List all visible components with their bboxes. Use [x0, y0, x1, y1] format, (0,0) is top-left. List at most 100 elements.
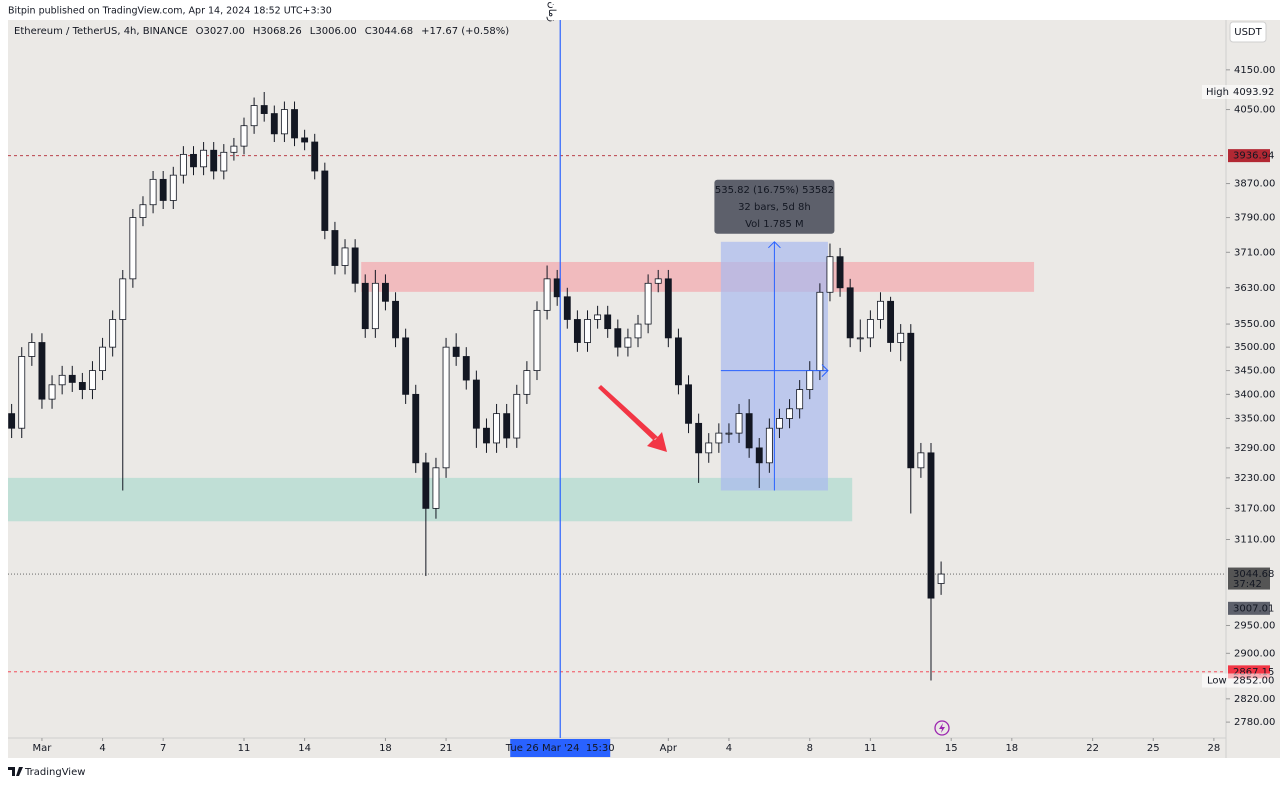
candle-body: [725, 432, 733, 435]
y-tick-label: 3710.00: [1234, 247, 1275, 258]
y-tick-label: 3110.00: [1234, 534, 1275, 545]
candle-body: [8, 413, 16, 429]
zone: [8, 477, 853, 522]
candle-body: [179, 153, 187, 176]
y-tick-label: 3290.00: [1234, 443, 1275, 454]
candle-body: [452, 346, 460, 357]
plot-area: [8, 20, 1226, 738]
candle-body: [331, 230, 339, 266]
y-tick-label: 4150.00: [1234, 65, 1275, 76]
candle-body: [99, 346, 106, 371]
candle-body: [806, 370, 814, 390]
legend: Ethereum / TetherUS, 4h, BINANCE O3027.00…: [14, 26, 509, 37]
candle-body: [695, 422, 703, 454]
candle-body: [442, 346, 450, 469]
x-tick-label: Apr: [660, 743, 678, 754]
candle-body: [856, 337, 864, 340]
candle-body: [897, 332, 905, 343]
candle-body: [291, 109, 298, 139]
time-label-bg: [510, 739, 611, 757]
candle-body: [220, 151, 228, 172]
y-tick-label: 3630.00: [1234, 283, 1275, 294]
candle-body: [573, 319, 581, 343]
y-tick-label: 2780.00: [1234, 717, 1275, 728]
candle-body: [200, 149, 208, 168]
candle-body: [614, 328, 622, 348]
candle-body: [462, 356, 470, 381]
y-tick-label: 3790.00: [1234, 213, 1275, 224]
candle-body: [280, 109, 288, 135]
candle-body: [937, 573, 945, 584]
candle-body: [836, 256, 844, 289]
candle-body: [109, 319, 117, 348]
candle-body: [685, 384, 692, 424]
candle-body: [866, 319, 874, 339]
price-label-bg: [1228, 567, 1270, 590]
y-tick-label: 2900.00: [1234, 648, 1275, 659]
low-value: 2852.00: [1233, 675, 1274, 686]
y-tick-label: 3170.00: [1234, 503, 1275, 514]
event-icon: [934, 720, 950, 736]
x-tick-label: 21: [440, 743, 453, 754]
candle-body: [563, 296, 571, 320]
candle-body: [119, 278, 127, 320]
time-label: Tue 26 Mar '24 15:30: [505, 743, 615, 754]
candle-body: [270, 113, 278, 135]
candle-body: [543, 278, 551, 311]
y-tick-label: 3870.00: [1234, 179, 1275, 190]
candle-body: [301, 137, 309, 143]
zone: [361, 261, 1035, 292]
price-label: 3936.94: [1233, 151, 1274, 162]
legend-ohlc: C3044.68: [365, 26, 413, 37]
publisher: Bitpin published on TradingView.com, Apr…: [8, 6, 332, 17]
candle-body: [28, 342, 36, 357]
candle-body: [887, 300, 895, 343]
time-axis: [8, 738, 1226, 758]
candle-body: [230, 145, 238, 153]
candle-body: [382, 282, 389, 302]
legend-ohlc: L3006.00: [310, 26, 357, 37]
high-text: High: [1206, 87, 1229, 98]
candle-body: [422, 462, 430, 509]
legend-change: +17.67 (+0.58%): [421, 26, 509, 37]
y-tick-label: 3550.00: [1234, 319, 1275, 330]
measure-arrow-head: [821, 364, 829, 377]
candle-body: [664, 278, 672, 339]
candle-body: [745, 413, 753, 449]
vertical-note: زمان انتشار تحلیل قبلی: [546, 0, 557, 22]
candle-body: [361, 282, 369, 330]
candle-body: [402, 337, 410, 395]
measure-text: 535.82 (16.75%) 53582: [715, 185, 834, 196]
low-text: Low: [1207, 675, 1227, 686]
y-tick-label: 2820.00: [1234, 694, 1275, 705]
candle-body: [311, 141, 319, 172]
measure-text: 32 bars, 5d 8h: [738, 202, 811, 213]
y-tick-label: 3230.00: [1234, 473, 1275, 484]
candle-body: [432, 467, 440, 509]
candle-body: [877, 300, 884, 320]
x-tick-label: Mar: [33, 743, 53, 754]
candle-body: [190, 153, 197, 168]
legend-ohlc: H3068.26: [253, 26, 302, 37]
x-tick-label: 11: [864, 743, 877, 754]
candle-body: [371, 282, 379, 330]
x-tick-label: 4: [726, 743, 732, 754]
candle-body: [38, 342, 46, 400]
candle-body: [321, 170, 329, 231]
y-tick-label: 2950.00: [1234, 620, 1275, 631]
price-label: 3044.68: [1233, 569, 1274, 580]
candle-body: [927, 452, 935, 599]
candle-body: [483, 427, 490, 444]
y-tick-label: 4050.00: [1234, 105, 1275, 116]
candle-body: [159, 178, 167, 201]
candle-body: [715, 432, 723, 444]
candle-body: [553, 278, 561, 298]
candle-body: [584, 319, 591, 343]
candle-body: [705, 442, 713, 454]
candle-body: [776, 418, 783, 429]
price-label-bg: [1228, 601, 1270, 615]
x-tick-label: 8: [807, 743, 813, 754]
candle-body: [18, 356, 26, 429]
